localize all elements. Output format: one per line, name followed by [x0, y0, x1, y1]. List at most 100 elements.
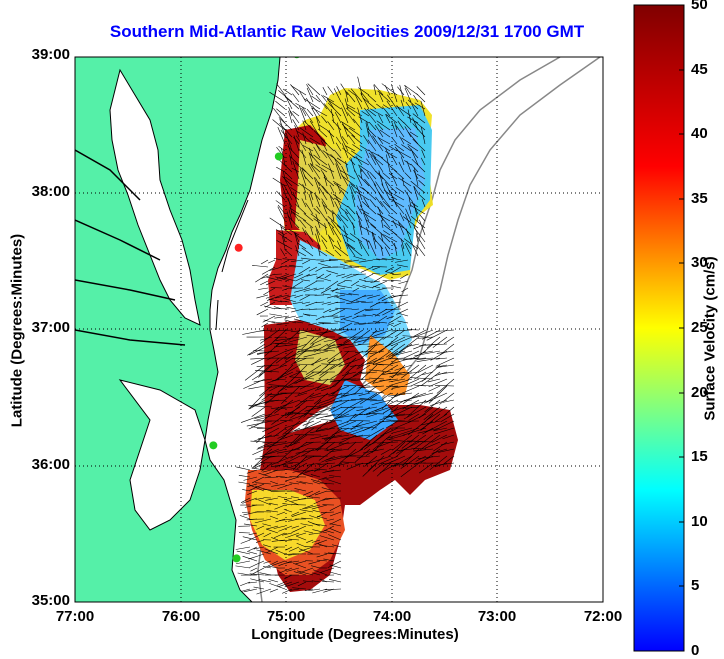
velocity-arrow: [258, 472, 272, 478]
velocity-arrow: [279, 539, 293, 542]
velocity-arrow: [271, 455, 294, 466]
velocity-arrow: [428, 385, 441, 392]
velocity-arrow: [279, 123, 293, 138]
velocity-arrow: [356, 357, 378, 370]
velocity-arrow: [302, 145, 314, 152]
velocity-arrow: [324, 448, 343, 451]
velocity-arrow: [372, 266, 381, 271]
velocity-arrow: [387, 214, 398, 222]
velocity-arrow: [347, 205, 356, 215]
velocity-arrow: [247, 343, 266, 356]
velocity-arrow: [260, 301, 269, 307]
velocity-arrow: [393, 322, 402, 328]
velocity-arrow: [410, 240, 419, 257]
velocity-arrow: [364, 406, 385, 416]
velocity-arrow: [435, 364, 448, 368]
velocity-arrow: [263, 560, 272, 564]
velocity-arrow: [345, 107, 356, 117]
velocity-arrow: [326, 97, 335, 110]
velocity-arrow: [336, 240, 342, 250]
velocity-arrow: [358, 220, 363, 236]
velocity-arrow: [400, 156, 405, 166]
velocity-arrow: [317, 476, 328, 481]
velocity-arrow: [291, 496, 300, 499]
velocity-arrow: [321, 164, 335, 173]
velocity-arrow: [310, 474, 321, 478]
velocity-arrow: [296, 349, 322, 352]
velocity-arrow: [349, 265, 367, 268]
velocity-arrow: [336, 296, 353, 303]
velocity-arrow: [386, 406, 399, 418]
velocity-arrow: [278, 232, 293, 243]
plot-frame: [74, 56, 604, 603]
velocity-arrow: [284, 249, 293, 257]
velocity-arrow: [353, 413, 371, 416]
velocity-arrow: [343, 329, 364, 344]
velocity-arrow: [277, 427, 301, 439]
velocity-arrow: [309, 515, 321, 520]
velocity-arrow: [250, 578, 265, 583]
velocity-arrow: [390, 153, 398, 166]
velocity-arrow: [426, 336, 441, 349]
velocity-arrow: [258, 329, 273, 332]
velocity-arrow: [333, 315, 346, 319]
velocity-arrow: [383, 455, 406, 466]
velocity-arrow: [290, 511, 300, 516]
velocity-arrow: [366, 121, 370, 131]
velocity-arrow: [432, 336, 448, 348]
velocity-arrow: [346, 244, 356, 257]
velocity-arrow: [291, 259, 304, 262]
velocity-arrow: [308, 163, 314, 173]
velocity-arrow: [395, 187, 405, 194]
velocity-arrow: [354, 94, 363, 110]
velocity-arrow: [313, 287, 325, 291]
velocity-arrow: [274, 504, 286, 510]
velocity-arrow: [369, 343, 392, 358]
velocity-arrow: [351, 194, 356, 208]
velocity-arrow: [290, 385, 315, 388]
velocity-arrow: [378, 213, 391, 229]
velocity-arrow: [294, 203, 307, 215]
velocity-arrow: [337, 427, 357, 430]
colorbar-tick-label: 25: [691, 319, 708, 336]
velocity-arrow: [304, 504, 321, 510]
velocity-arrow: [263, 305, 276, 310]
velocity-arrow: [287, 336, 308, 343]
velocity-arrow: [269, 266, 283, 271]
velocity-arrow: [285, 546, 293, 551]
velocity-arrow: [402, 216, 419, 229]
velocity-arrow: [320, 287, 332, 294]
velocity-arrow: [288, 538, 300, 541]
velocity-arrow: [369, 199, 377, 208]
velocity-arrow: [323, 343, 350, 351]
velocity-arrow: [362, 285, 374, 289]
velocity-arrow: [413, 94, 419, 103]
velocity-arrow: [319, 364, 336, 376]
velocity-arrow: [403, 406, 427, 420]
lat-tick-label: 35:00: [31, 592, 70, 609]
velocity-arrow: [271, 321, 283, 324]
velocity-arrow: [388, 145, 398, 152]
velocity-arrow: [311, 95, 321, 103]
velocity-arrow: [394, 420, 413, 429]
velocity-arrow: [367, 94, 377, 103]
velocity-arrow: [404, 87, 412, 103]
velocity-arrow: [404, 406, 420, 409]
velocity-arrow: [392, 434, 413, 451]
velocity-arrow: [302, 227, 307, 236]
velocity-arrow: [439, 392, 455, 405]
velocity-arrow: [310, 434, 329, 440]
velocity-arrow: [305, 301, 318, 307]
velocity-arrow: [359, 169, 363, 180]
velocity-arrow: [378, 192, 391, 208]
velocity-arrow: [292, 93, 300, 103]
velocity-arrow: [356, 205, 363, 215]
velocity-arrow: [417, 384, 434, 387]
velocity-arrow: [295, 560, 307, 565]
velocity-arrow: [443, 455, 455, 465]
velocity-arrow: [341, 143, 349, 159]
velocity-arrow: [386, 371, 413, 375]
velocity-arrow: [240, 539, 251, 544]
velocity-arrow: [301, 108, 307, 117]
velocity-arrow: [311, 336, 329, 345]
